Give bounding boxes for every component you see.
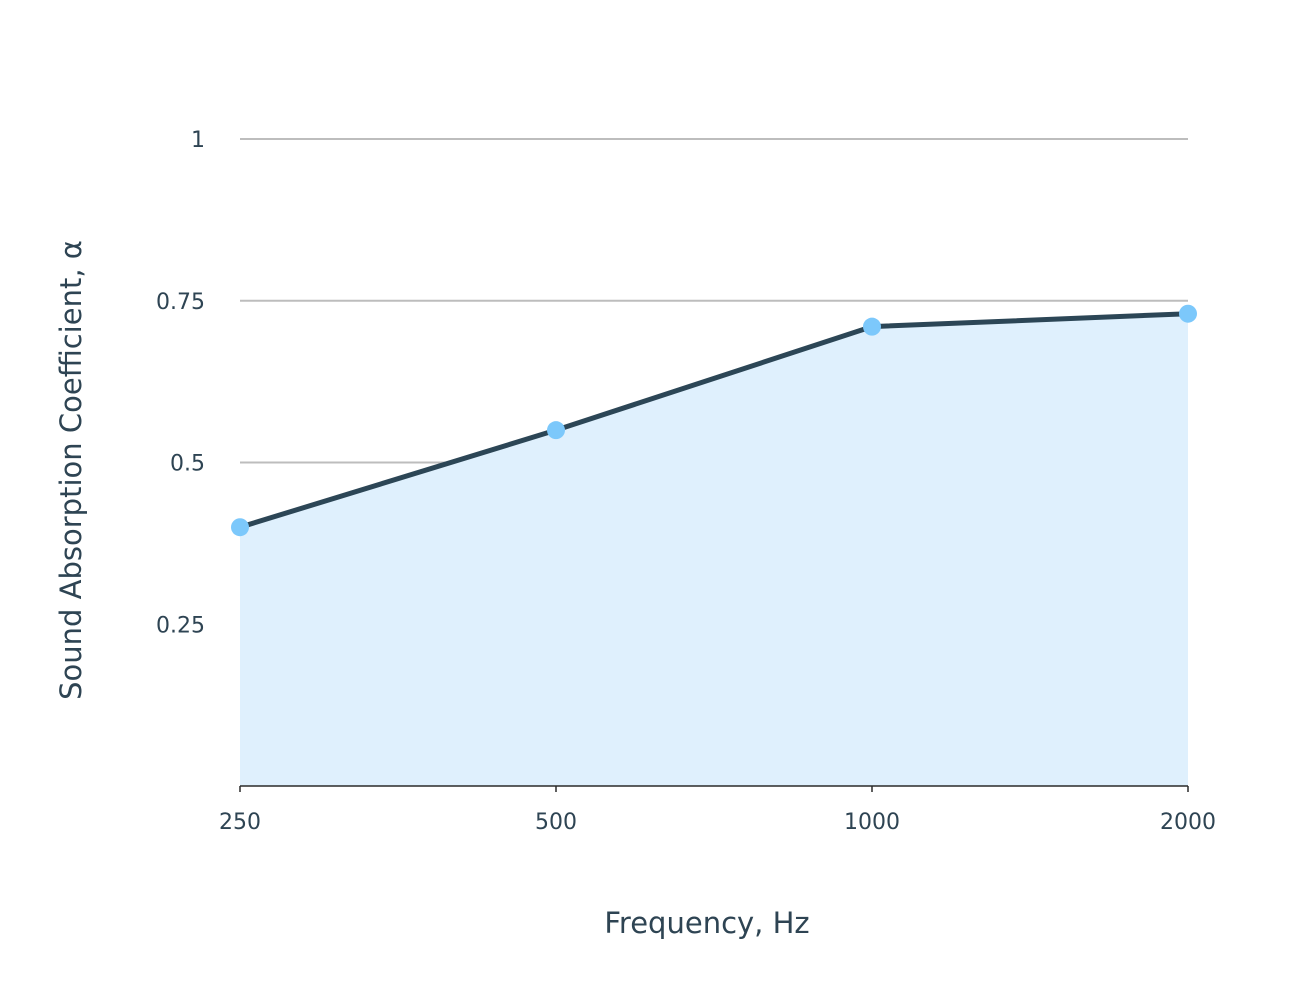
x-axis [239, 785, 1189, 792]
series-line-layer [237, 311, 1191, 530]
x-axis-tick-labels: 250 500 1000 2000 [219, 810, 1216, 835]
y-tick-label: 1 [191, 128, 205, 153]
data-point-500 [547, 421, 565, 440]
area-fill [240, 313, 1188, 786]
data-point-1000 [863, 317, 881, 336]
data-points [231, 304, 1197, 537]
x-tick-label: 2000 [1160, 810, 1216, 835]
data-point-250 [231, 518, 249, 537]
x-tick-label: 500 [535, 810, 577, 835]
data-point-2000 [1179, 304, 1197, 323]
x-axis-title: Frequency, Hz [604, 906, 809, 940]
x-tick-label: 1000 [844, 810, 900, 835]
series-line [237, 311, 1191, 530]
y-tick-label: 0.25 [156, 613, 205, 638]
y-tick-label: 0.75 [156, 290, 205, 315]
x-tick-label: 250 [219, 810, 261, 835]
area-fill-layer [240, 313, 1188, 786]
y-axis-tick-labels: 0.25 0.5 0.75 1 [156, 128, 205, 638]
y-tick-label: 0.5 [170, 452, 205, 477]
y-axis-title: Sound Absorption Coefficient, α [54, 240, 88, 700]
